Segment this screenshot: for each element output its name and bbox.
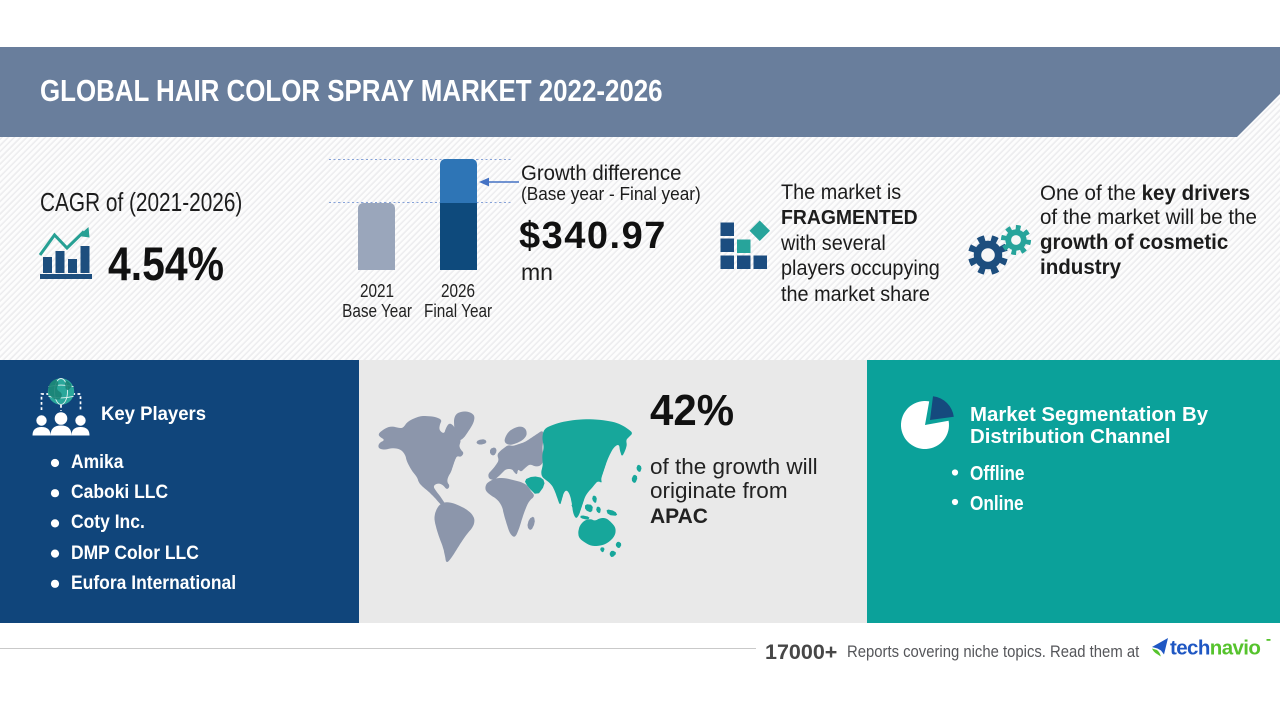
svg-text:technavio: technavio (1170, 638, 1260, 658)
